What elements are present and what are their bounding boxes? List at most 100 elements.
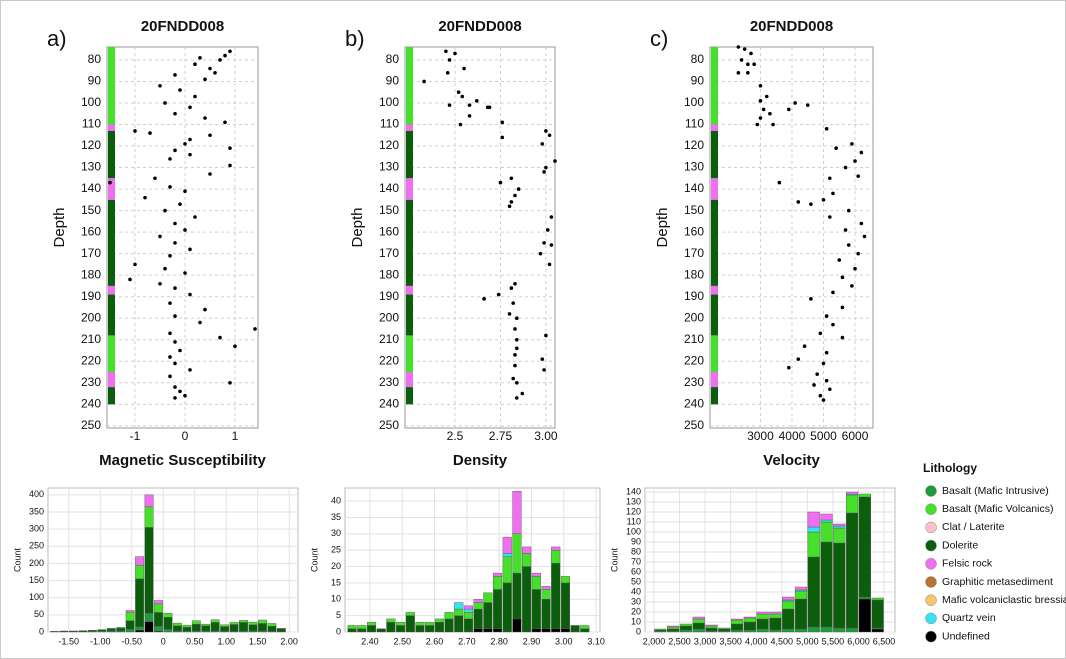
data-point [796, 357, 801, 361]
data-point [178, 348, 182, 353]
histogram-bar [807, 531, 820, 558]
y-tick-label: 190 [684, 289, 704, 303]
data-point [840, 335, 845, 340]
plot-area [404, 46, 556, 429]
data-point [542, 170, 546, 174]
y-tick-label: 20 [331, 561, 341, 571]
lithology-interval [711, 124, 718, 131]
data-point [859, 150, 864, 155]
histogram-bar [769, 611, 782, 615]
data-point [208, 172, 212, 176]
legend-swatch [925, 612, 937, 625]
data-point [805, 103, 810, 107]
histogram-bar [483, 592, 493, 603]
data-point [846, 208, 851, 213]
histogram-bar [97, 629, 107, 632]
lithology-interval [711, 199, 718, 286]
data-point [736, 71, 741, 75]
histogram-bar [483, 628, 493, 633]
y-tick-label: 100 [379, 95, 399, 109]
chart-title: 20FNDD008 [438, 18, 521, 35]
data-point [553, 159, 557, 163]
data-point [796, 200, 801, 204]
data-point [193, 62, 197, 67]
histogram-bar [845, 491, 859, 495]
y-tick-label: 140 [626, 486, 641, 496]
histogram-bar [820, 541, 833, 628]
histogram-bar [276, 628, 286, 630]
histogram-bar [144, 612, 154, 622]
histogram-bar [210, 619, 220, 623]
histogram-bar [502, 536, 512, 554]
data-point [513, 327, 517, 331]
x-tick-label: 2.5 [447, 429, 464, 443]
plot-area [47, 487, 299, 633]
x-tick-label: 2,500 [668, 636, 691, 646]
histogram-bar [444, 612, 454, 620]
data-point [821, 361, 826, 366]
x-tick-label: 5000 [810, 429, 837, 443]
y-tick-label: 190 [81, 289, 101, 303]
histogram-bar [163, 629, 173, 633]
legend-swatch [925, 485, 937, 497]
y-tick-label: 20 [631, 606, 641, 616]
y-tick-label: 230 [81, 375, 101, 389]
data-point [168, 253, 172, 258]
data-point [509, 176, 514, 181]
y-tick-label: 30 [631, 596, 641, 606]
lithology-interval [711, 294, 718, 336]
histogram-bar [144, 527, 154, 614]
data-point [153, 176, 157, 181]
histogram-bar [257, 623, 267, 632]
histogram-bar [692, 618, 705, 624]
panel-label: b) [345, 26, 365, 51]
data-point [178, 389, 182, 394]
y-tick-label: 120 [626, 506, 641, 516]
legend-label: Clat / Laterite [942, 521, 1005, 533]
x-tick-label: 2.75 [489, 429, 513, 443]
data-point [843, 165, 848, 170]
data-point [515, 380, 519, 385]
histogram-bar [833, 527, 846, 544]
data-point [188, 105, 192, 110]
histogram-bar [833, 627, 846, 633]
histogram-bar [871, 597, 884, 601]
x-tick-label: 3.00 [534, 429, 558, 443]
histogram-bar [782, 628, 795, 633]
histogram-bar [871, 599, 884, 629]
data-point [515, 337, 519, 342]
data-point [133, 262, 137, 267]
data-point [507, 204, 512, 209]
data-point [108, 180, 112, 185]
panel-label: a) [47, 26, 67, 51]
x-tick-label: 0 [161, 636, 166, 646]
y-tick-label: 300 [29, 524, 44, 534]
y-tick-label: 120 [379, 138, 399, 152]
data-point [188, 137, 192, 142]
histogram-bar [820, 513, 833, 521]
y-tick-label: 35 [331, 512, 341, 522]
data-point [447, 103, 452, 107]
x-tick-label: -1.00 [90, 636, 111, 646]
legend-label: Quartz vein [942, 612, 996, 624]
lithology-interval [108, 47, 115, 125]
data-point [168, 157, 172, 161]
histogram-bar [144, 621, 154, 633]
legend-swatch [925, 521, 937, 534]
histogram-bar [769, 629, 782, 633]
histogram-bar [220, 626, 230, 632]
data-point [746, 62, 750, 67]
y-tick-label: 100 [626, 526, 641, 536]
histogram-bar [463, 605, 474, 610]
histogram-bar [782, 600, 795, 610]
y-tick-label: 240 [379, 396, 399, 410]
data-point [516, 187, 521, 191]
data-point [850, 284, 854, 288]
chart-title: 20FNDD008 [141, 18, 224, 35]
histogram-bar [794, 590, 808, 600]
data-point [834, 146, 838, 150]
y-tick-label: 50 [34, 609, 44, 619]
lithology-interval [406, 372, 413, 388]
x-tick-label: 3,500 [719, 636, 742, 646]
histogram-bar [163, 612, 173, 618]
